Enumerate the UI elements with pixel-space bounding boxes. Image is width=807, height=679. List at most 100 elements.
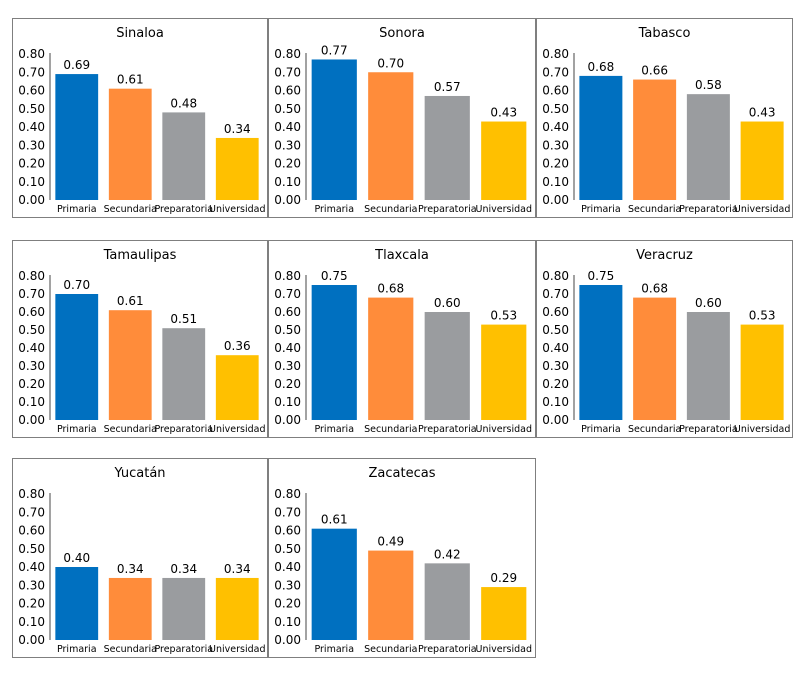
- y-tick-label: 0.00: [18, 633, 45, 647]
- bar: [579, 75, 623, 200]
- category-label: Preparatoria: [154, 424, 213, 435]
- category-label: Preparatoria: [418, 644, 477, 655]
- category-label: Secundaria: [628, 204, 681, 215]
- bar-chart: Yucatán 0.00 0.10 0.20 0.30 0.40 0.50 0.60 0.70 0…: [18, 466, 265, 655]
- bar: [740, 121, 784, 200]
- y-tick-label: 0.80: [274, 47, 301, 61]
- chart-title: Zacatecas: [369, 466, 436, 481]
- y-tick-label: 0.80: [542, 47, 569, 61]
- category-label: Primaria: [581, 424, 621, 435]
- y-tick-label: 0.30: [274, 138, 301, 152]
- y-tick-label: 0.50: [18, 323, 45, 337]
- data-label: 0.34: [170, 562, 197, 576]
- bar: [215, 355, 259, 420]
- y-tick-label: 0.20: [18, 597, 45, 611]
- y-tick-label: 0.20: [542, 377, 569, 391]
- bar: [368, 72, 414, 200]
- data-label: 0.66: [641, 64, 668, 78]
- chart-panel: Zacatecas 0.00 0.10 0.20 0.30 0.40 0.50 0.60 0.7…: [268, 458, 536, 658]
- bar: [55, 74, 99, 200]
- y-tick-label: 0.40: [18, 341, 45, 355]
- data-label: 0.40: [63, 551, 90, 565]
- y-tick-label: 0.10: [542, 175, 569, 189]
- category-label: Primaria: [314, 204, 354, 215]
- data-label: 0.68: [588, 60, 615, 74]
- category-label: Universidad: [476, 204, 532, 215]
- bar: [424, 95, 470, 200]
- y-tick-label: 0.00: [18, 193, 45, 207]
- data-label: 0.43: [490, 106, 517, 120]
- y-tick-label: 0.00: [274, 633, 301, 647]
- data-label: 0.34: [224, 562, 251, 576]
- bar: [162, 328, 206, 420]
- chart-panel: Sonora 0.00 0.10 0.20 0.30 0.40 0.50 0.60 0.70 0.…: [268, 18, 536, 218]
- y-tick-label: 0.10: [18, 175, 45, 189]
- data-label: 0.53: [749, 309, 776, 323]
- y-tick-label: 0.60: [274, 84, 301, 98]
- y-tick-label: 0.10: [18, 395, 45, 409]
- y-tick-label: 0.30: [542, 359, 569, 373]
- category-label: Universidad: [734, 204, 790, 215]
- category-label: Primaria: [57, 424, 97, 435]
- data-label: 0.60: [434, 296, 461, 310]
- category-label: Universidad: [476, 644, 532, 655]
- y-tick-label: 0.50: [18, 102, 45, 116]
- category-label: Preparatoria: [418, 204, 477, 215]
- chart-panel: Tamaulipas 0.00 0.10 0.20 0.30 0.40 0.50 0.60 0.…: [12, 240, 268, 438]
- y-tick-label: 0.70: [18, 287, 45, 301]
- chart-title: Tamaulipas: [103, 248, 177, 263]
- y-tick-label: 0.20: [274, 597, 301, 611]
- bar-chart: Tabasco 0.00 0.10 0.20 0.30 0.40 0.50 0.60 0.70 0…: [542, 26, 790, 215]
- y-tick-label: 0.30: [18, 359, 45, 373]
- chart-title: Veracruz: [636, 248, 693, 263]
- bar: [55, 294, 99, 420]
- y-tick-label: 0.50: [542, 323, 569, 337]
- bar-chart: Sinaloa 0.00 0.10 0.20 0.30 0.40 0.50 0.60 0.70 0…: [18, 26, 265, 215]
- data-label: 0.60: [695, 296, 722, 310]
- bar-chart: Zacatecas 0.00 0.10 0.20 0.30 0.40 0.50 0.60 0.7…: [274, 466, 532, 655]
- data-label: 0.68: [641, 282, 668, 296]
- y-tick-label: 0.60: [274, 524, 301, 538]
- bar: [686, 312, 730, 420]
- bar: [311, 59, 357, 200]
- data-label: 0.58: [695, 78, 722, 92]
- bar: [55, 567, 99, 640]
- y-tick-label: 0.80: [18, 269, 45, 283]
- y-tick-label: 0.00: [542, 413, 569, 427]
- category-label: Secundaria: [364, 424, 417, 435]
- bar: [162, 577, 206, 640]
- data-label: 0.75: [588, 269, 615, 283]
- y-tick-label: 0.40: [542, 341, 569, 355]
- y-tick-label: 0.10: [274, 175, 301, 189]
- chart-title: Sonora: [379, 26, 425, 41]
- category-label: Primaria: [57, 644, 97, 655]
- bar: [215, 577, 259, 640]
- chart-title: Tabasco: [638, 26, 691, 41]
- category-label: Preparatoria: [679, 424, 738, 435]
- data-label: 0.43: [749, 106, 776, 120]
- bar: [424, 312, 470, 420]
- chart-panel: Tlaxcala 0.00 0.10 0.20 0.30 0.40 0.50 0.60 0.70…: [268, 240, 536, 438]
- chart-title: Sinaloa: [116, 26, 164, 41]
- y-tick-label: 0.60: [18, 524, 45, 538]
- data-label: 0.42: [434, 547, 461, 561]
- category-label: Primaria: [314, 644, 354, 655]
- data-label: 0.61: [321, 513, 348, 527]
- category-label: Preparatoria: [418, 424, 477, 435]
- bar: [633, 79, 677, 200]
- data-label: 0.34: [117, 562, 144, 576]
- bar: [740, 324, 784, 420]
- y-tick-label: 0.70: [18, 65, 45, 79]
- y-tick-label: 0.40: [18, 560, 45, 574]
- data-label: 0.57: [434, 80, 461, 94]
- data-label: 0.77: [321, 43, 348, 57]
- y-tick-label: 0.70: [542, 287, 569, 301]
- bar: [108, 88, 152, 200]
- data-label: 0.36: [224, 339, 251, 353]
- data-label: 0.70: [377, 56, 404, 70]
- y-tick-label: 0.10: [18, 615, 45, 629]
- bar: [368, 550, 414, 640]
- category-label: Primaria: [57, 204, 97, 215]
- bar-chart: Tlaxcala 0.00 0.10 0.20 0.30 0.40 0.50 0.60 0.70…: [274, 248, 532, 435]
- bar: [481, 121, 527, 200]
